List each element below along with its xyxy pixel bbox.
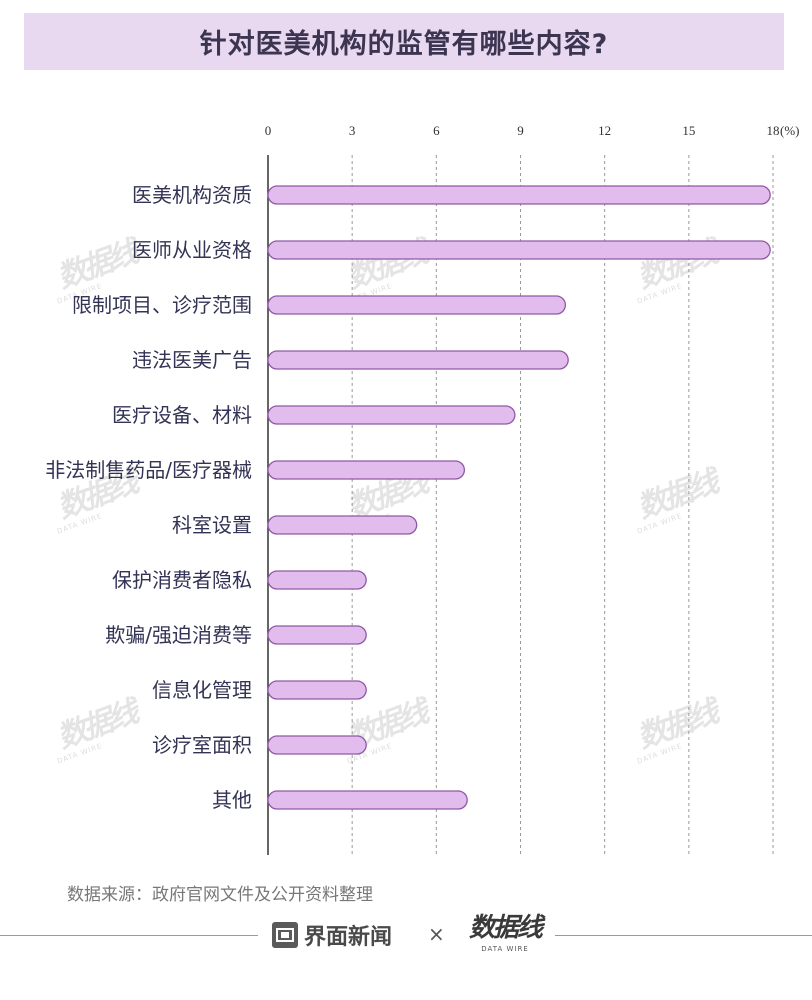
bar bbox=[267, 790, 468, 810]
brand-left-label: 界面新闻 bbox=[304, 925, 393, 950]
tick-label: 12 bbox=[598, 123, 611, 138]
category-label: 医疗设备、材料 bbox=[112, 403, 252, 427]
category-label: 欺骗/强迫消费等 bbox=[105, 623, 252, 647]
bar bbox=[267, 460, 466, 480]
tick-label: 9 bbox=[517, 123, 524, 138]
bar bbox=[267, 515, 418, 535]
brand-jiemian: 界面新闻 bbox=[272, 918, 392, 952]
bar bbox=[267, 680, 367, 700]
tick-label: 6 bbox=[433, 123, 440, 138]
bar bbox=[267, 405, 516, 425]
bar bbox=[267, 350, 569, 370]
bar bbox=[267, 240, 771, 260]
tick-label: 0 bbox=[265, 123, 272, 138]
footer-divider-left bbox=[0, 935, 258, 936]
tick-label: 15 bbox=[682, 123, 695, 138]
category-label: 诊疗室面积 bbox=[152, 733, 252, 757]
category-label: 医美机构资质 bbox=[132, 183, 252, 207]
bar bbox=[267, 570, 367, 590]
unit-label: (%) bbox=[780, 123, 800, 138]
brand-right-sub: DATA WIRE bbox=[481, 945, 529, 953]
category-label: 保护消费者隐私 bbox=[112, 568, 252, 592]
title-banner: 针对医美机构的监管有哪些内容? bbox=[24, 13, 784, 70]
category-label: 信息化管理 bbox=[152, 678, 252, 702]
bar bbox=[267, 735, 367, 755]
category-label: 限制项目、诊疗范围 bbox=[72, 293, 252, 317]
category-label: 医师从业资格 bbox=[132, 238, 252, 262]
brand-datawire: 数据线 DATA WIRE bbox=[465, 912, 545, 958]
bar bbox=[267, 625, 367, 645]
chart-title: 针对医美机构的监管有哪些内容? bbox=[199, 29, 609, 60]
bar bbox=[267, 185, 771, 205]
brand-right-label: 数据线 bbox=[468, 913, 543, 943]
bar bbox=[267, 295, 567, 315]
category-label: 违法医美广告 bbox=[132, 348, 252, 372]
footer-divider-right bbox=[555, 935, 812, 936]
source-note: 数据来源：政府官网文件及公开资料整理 bbox=[67, 885, 373, 905]
category-label: 非法制售药品/医疗器械 bbox=[45, 458, 252, 482]
tick-label: 18 bbox=[767, 123, 780, 138]
bar-chart: 0 3 6 9 12 15 18 (%) 医美机构资质医师从业资格限制项目、诊疗范围违法医美广告… bbox=[45, 123, 800, 855]
jiemian-logo-icon bbox=[272, 922, 298, 948]
category-label: 其他 bbox=[212, 788, 252, 812]
category-label: 科室设置 bbox=[172, 513, 252, 537]
brand-separator: × bbox=[428, 922, 445, 946]
tick-label: 3 bbox=[349, 123, 356, 138]
